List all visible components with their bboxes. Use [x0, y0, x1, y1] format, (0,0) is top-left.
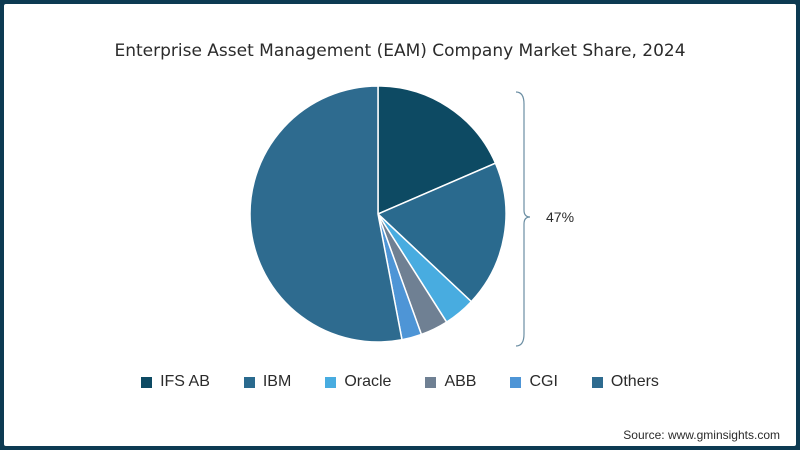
legend-label: ABB: [444, 373, 477, 390]
pie-slices: [249, 85, 507, 343]
legend-swatch: [425, 376, 437, 388]
legend-label: Others: [610, 373, 659, 390]
pie-chart: 47%: [249, 85, 574, 347]
source-text: Source: www.gminsights.com: [623, 428, 780, 442]
pie-slice-ifs-ab: [377, 85, 497, 216]
legend-item-abb: ABB: [425, 373, 476, 391]
legend-item-cgi: CGI: [510, 373, 558, 391]
legend-item-oracle: Oracle: [325, 373, 391, 391]
legend: IFS AB IBM Oracle ABB CGI Others: [4, 373, 796, 391]
share-bracket: [515, 91, 531, 347]
legend-label: IFS AB: [160, 373, 210, 390]
legend-item-ibm: IBM: [243, 373, 292, 391]
chart-frame: Enterprise Asset Management (EAM) Compan…: [4, 4, 796, 446]
legend-label: IBM: [262, 373, 292, 390]
legend-item-ifs-ab: IFS AB: [141, 373, 210, 391]
legend-label: CGI: [529, 373, 558, 390]
legend-swatch: [510, 376, 522, 388]
share-annotation: 47%: [546, 209, 574, 225]
chart-title: Enterprise Asset Management (EAM) Compan…: [114, 41, 686, 61]
legend-label: Oracle: [344, 373, 392, 390]
legend-swatch: [325, 376, 337, 388]
legend-swatch: [141, 376, 153, 388]
legend-swatch: [243, 376, 255, 388]
pie-slice-ibm: [376, 162, 507, 303]
pie-slice-others: [249, 85, 403, 343]
legend-item-others: Others: [591, 373, 659, 391]
legend-swatch: [591, 376, 603, 388]
